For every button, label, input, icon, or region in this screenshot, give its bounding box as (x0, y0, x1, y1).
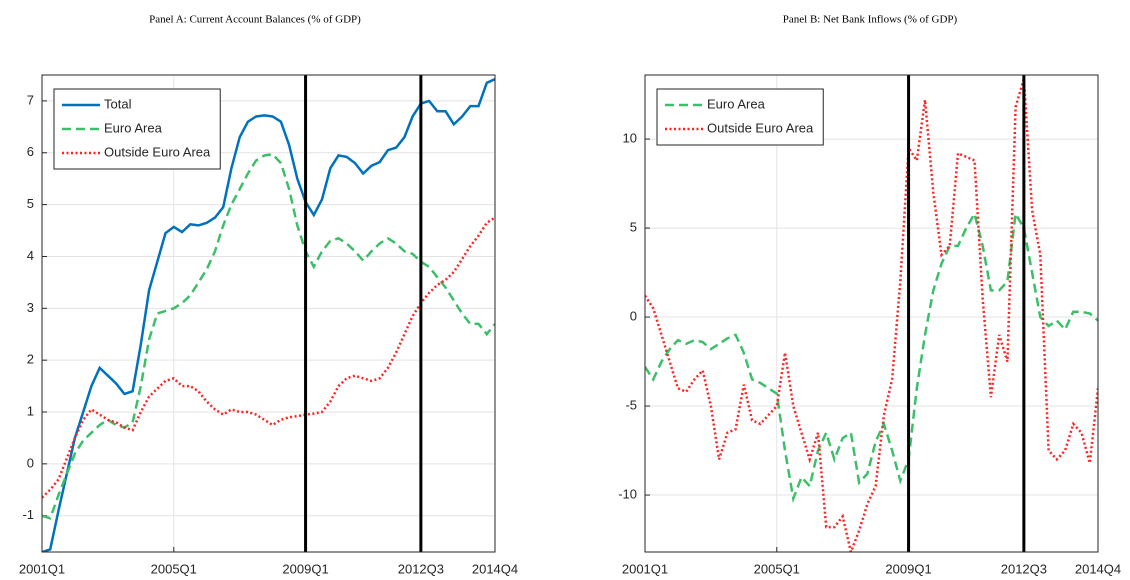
x-tick-label: 2001Q1 (19, 561, 65, 576)
y-tick-label: 7 (27, 92, 34, 107)
plot-area (645, 75, 1098, 552)
y-tick-label: 1 (27, 403, 34, 418)
legend-label: Outside Euro Area (707, 120, 814, 135)
x-tick-label: 2005Q1 (754, 561, 800, 576)
x-tick-label: 2012Q3 (398, 561, 444, 576)
legend-label: Total (104, 96, 132, 111)
x-tick-label: 2009Q1 (885, 561, 931, 576)
y-tick-label: -1 (22, 507, 34, 522)
series-line (645, 209, 1098, 504)
chart-title: Panel B: Net Bank Inflows (% of GDP) (783, 14, 958, 26)
y-tick-label: 6 (27, 144, 34, 159)
x-tick-label: 2001Q1 (622, 561, 668, 576)
x-tick-label: 2014Q4 (472, 561, 518, 576)
x-tick-label: 2005Q1 (151, 561, 197, 576)
legend-box (656, 88, 824, 146)
y-tick-label: 0 (630, 308, 637, 323)
y-tick-label: 3 (27, 300, 34, 315)
y-tick-label: 5 (630, 220, 637, 235)
x-tick-label: 2014Q4 (1075, 561, 1121, 576)
x-tick-label: 2009Q1 (282, 561, 328, 576)
y-tick-label: 5 (27, 196, 34, 211)
y-tick-label: 4 (27, 248, 34, 263)
legend-label: Euro Area (104, 120, 163, 135)
y-tick-label: -10 (618, 486, 637, 501)
y-tick-label: 10 (623, 131, 637, 146)
y-tick-label: -5 (625, 397, 637, 412)
series-line (42, 216, 495, 499)
legend-label: Euro Area (707, 96, 766, 111)
axes-frame (41, 74, 496, 553)
axes-frame (644, 74, 1099, 553)
series-line (645, 78, 1098, 552)
series-line (42, 152, 495, 520)
x-tick-label: 2012Q3 (1001, 561, 1047, 576)
y-tick-label: 0 (27, 455, 34, 470)
legend-label: Outside Euro Area (104, 144, 211, 159)
y-tick-label: 2 (27, 352, 34, 367)
chart-title: Panel A: Current Account Balances (% of … (149, 14, 361, 26)
